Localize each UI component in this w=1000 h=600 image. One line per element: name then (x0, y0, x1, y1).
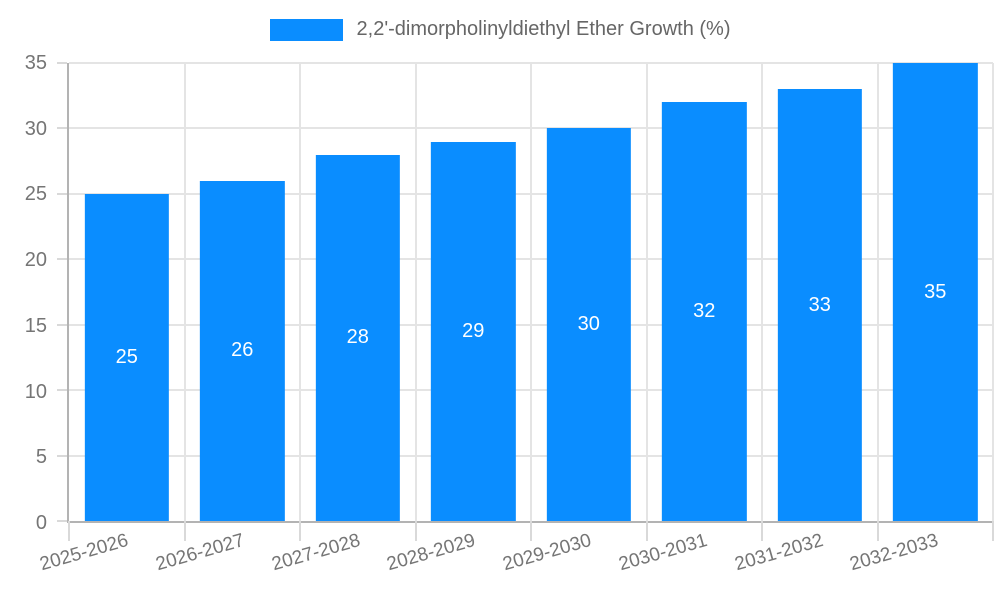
x-axis-tickmark (414, 521, 417, 541)
x-axis-tickmark (299, 521, 301, 541)
x-axis-tickmark (530, 521, 532, 541)
vertical-gridline (183, 63, 186, 521)
y-axis-tickmark (57, 192, 67, 195)
bar-2028-2029: 29 (431, 141, 516, 521)
vertical-gridline (992, 63, 994, 521)
x-axis-tick-label: 2030-2031 (616, 530, 710, 576)
bar-2029-2030: 30 (546, 128, 631, 521)
y-axis-tick-label: 25 (24, 183, 47, 206)
bar-2030-2031: 32 (662, 102, 747, 521)
y-axis-tickmark (57, 258, 67, 261)
x-axis-tick-label: 2029-2030 (500, 530, 594, 576)
bar-2027-2028: 28 (315, 154, 400, 521)
y-axis-tick-label: 15 (24, 314, 47, 337)
bar-2031-2032: 33 (777, 89, 862, 521)
vertical-gridline (761, 63, 763, 521)
x-axis-tick-label: 2026-2027 (153, 530, 247, 576)
bar-value-label: 32 (693, 300, 716, 323)
x-axis-tick-label: 2027-2028 (269, 530, 363, 576)
bar-value-label: 28 (346, 326, 369, 349)
x-axis-tickmark (992, 521, 994, 541)
bar-value-label: 25 (115, 345, 138, 368)
legend: 2,2'-dimorpholinyldiethyl Ether Growth (… (0, 18, 1000, 41)
bar-value-label: 30 (577, 313, 600, 336)
vertical-gridline (299, 63, 301, 521)
y-axis-tick-label: 0 (35, 512, 47, 534)
x-axis-tickmark (761, 521, 763, 541)
bar-2026-2027: 26 (200, 180, 285, 521)
plot-area: 25 26 28 29 30 32 33 35 (57, 62, 994, 541)
y-axis-tickmark (57, 127, 67, 130)
legend-item[interactable]: 2,2'-dimorpholinyldiethyl Ether Growth (… (269, 18, 731, 41)
y-axis-tickmark (57, 323, 67, 326)
legend-swatch (269, 18, 343, 41)
vertical-gridline (414, 63, 417, 521)
y-axis-tickmark (57, 454, 67, 457)
x-axis-tickmark (183, 521, 186, 541)
y-axis-tickmark (57, 389, 67, 392)
bar-value-label: 26 (231, 339, 254, 362)
vertical-gridline (876, 63, 879, 521)
vertical-gridline (530, 63, 532, 521)
vertical-gridline (645, 63, 648, 521)
x-axis-tickmark (68, 521, 70, 541)
bar-value-label: 33 (808, 293, 831, 316)
y-axis-tick-label: 10 (24, 380, 47, 403)
bar-2032-2033: 35 (893, 63, 978, 521)
bar-2025-2026: 25 (84, 193, 169, 521)
y-axis-tick-label: 30 (24, 117, 47, 140)
x-axis-tick-label: 2031-2032 (732, 530, 826, 576)
bar-value-label: 29 (462, 319, 485, 342)
legend-label: 2,2'-dimorpholinyldiethyl Ether Growth (… (356, 18, 731, 40)
y-axis-tick-label: 20 (24, 249, 47, 272)
y-axis-labels: 0 5 10 15 20 25 30 35 (0, 53, 57, 533)
bar-value-label: 35 (924, 280, 947, 303)
x-axis-tick-label: 2025-2026 (37, 530, 131, 576)
y-axis-tickmark (57, 62, 67, 64)
y-axis-tickmark (57, 520, 67, 522)
y-axis-tick-label: 5 (35, 446, 47, 469)
x-axis-labels: 2025-2026 2026-2027 2027-2028 2028-2029 2029… (38, 530, 993, 600)
x-axis-tickmark (645, 521, 648, 541)
x-axis-tick-label: 2028-2029 (384, 530, 478, 576)
x-axis-tick-label: 2032-2033 (847, 530, 941, 576)
x-axis-tickmark (876, 521, 879, 541)
y-axis-tick-label: 35 (24, 52, 47, 74)
